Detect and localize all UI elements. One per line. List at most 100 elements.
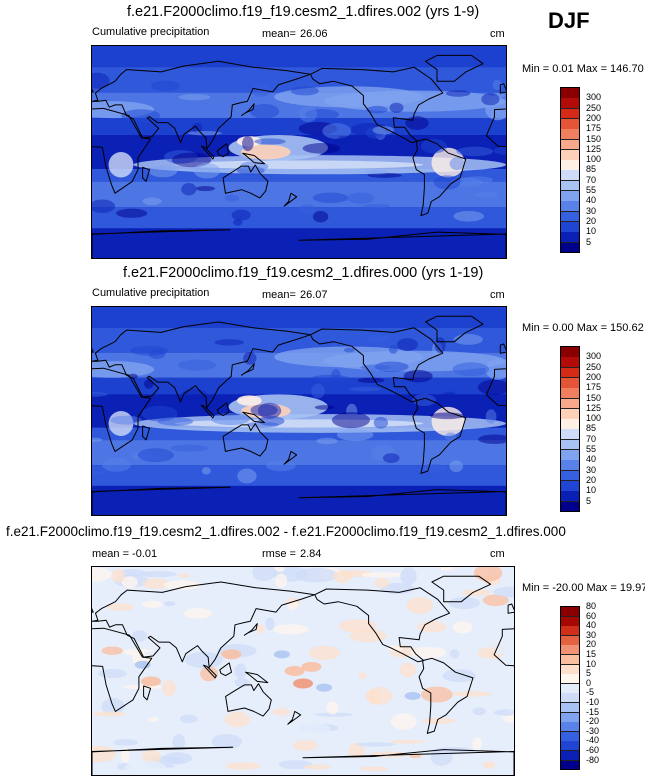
coastline bbox=[298, 231, 506, 258]
colorbar-tick-label: 40 bbox=[586, 620, 597, 631]
diff-anomaly-cell bbox=[179, 714, 198, 724]
coastline bbox=[92, 60, 311, 149]
precip-cell bbox=[346, 192, 375, 204]
precip-cell bbox=[492, 79, 502, 91]
panel2-map bbox=[91, 306, 507, 516]
precip-storm-track bbox=[323, 90, 506, 112]
diff-anomaly-cell bbox=[472, 707, 486, 716]
diff-anomaly-cell bbox=[162, 679, 176, 697]
colorbar-tick-label: 250 bbox=[586, 102, 602, 113]
colorbar-swatch bbox=[560, 128, 580, 139]
precip-cell bbox=[130, 345, 169, 356]
precip-cell bbox=[178, 359, 217, 371]
precip-cell bbox=[233, 219, 243, 226]
diff-anomaly-cell bbox=[338, 619, 377, 633]
precip-cell bbox=[214, 339, 245, 346]
precip-cell bbox=[444, 432, 457, 441]
coastline bbox=[92, 627, 153, 712]
diff-anomaly-cell bbox=[292, 740, 318, 752]
coastline bbox=[142, 166, 150, 182]
precip-cell bbox=[92, 391, 108, 397]
panel3-minmax: Min = -20.00 Max = 19.97 bbox=[522, 582, 645, 594]
panel1-units: cm bbox=[490, 28, 505, 40]
diff-anomaly-cell bbox=[148, 717, 159, 722]
coastline bbox=[485, 368, 506, 407]
coastline bbox=[241, 103, 255, 116]
colorbar-swatch bbox=[560, 654, 580, 665]
panel1-variable-label: Cumulative precipitation bbox=[92, 26, 210, 38]
coastline bbox=[499, 343, 506, 354]
coastline bbox=[92, 486, 231, 515]
colorbar-tick-label: 20 bbox=[586, 215, 597, 226]
panel3-mean-label: mean = -0.01 bbox=[92, 548, 158, 560]
coastline bbox=[143, 685, 152, 701]
diff-anomaly-cell bbox=[400, 567, 417, 586]
diff-anomaly-cell bbox=[358, 672, 367, 680]
diff-anomaly-cell bbox=[449, 649, 460, 659]
diff-anomaly-cell bbox=[417, 621, 447, 633]
coastline bbox=[283, 192, 298, 207]
coastline bbox=[425, 54, 484, 82]
diff-anomaly-cell bbox=[184, 651, 223, 669]
colorbar-swatch bbox=[560, 730, 580, 741]
diff-anomaly-peak bbox=[293, 678, 313, 689]
coastline bbox=[225, 683, 272, 717]
colorbar-swatch bbox=[560, 692, 580, 703]
colorbar-swatch bbox=[560, 673, 580, 684]
coastline bbox=[92, 367, 152, 452]
precip-cell bbox=[195, 185, 216, 192]
diff-anomaly-trough bbox=[134, 660, 151, 669]
precip-cell bbox=[412, 394, 437, 407]
diff-anomaly-cell bbox=[118, 569, 146, 577]
coastline bbox=[142, 425, 150, 441]
colorbar-tick-label: 55 bbox=[586, 185, 597, 195]
diff-anomaly-cell bbox=[92, 746, 117, 763]
colorbar-tick-label: -15 bbox=[586, 706, 600, 717]
precip-cell bbox=[456, 146, 494, 157]
colorbar-tick-label: 10 bbox=[586, 658, 597, 669]
coastline bbox=[418, 657, 474, 734]
colorbar-tick-label: 10 bbox=[586, 226, 597, 237]
colorbar-swatch bbox=[560, 366, 580, 378]
colorbar-swatch bbox=[560, 702, 580, 713]
diff-anomaly-cell bbox=[493, 709, 514, 716]
coastline bbox=[243, 623, 258, 636]
precip-cell bbox=[243, 351, 257, 365]
coastline bbox=[493, 628, 514, 667]
colorbar-swatch bbox=[560, 376, 580, 388]
precip-cell bbox=[157, 417, 194, 426]
diff-anomaly-cell bbox=[245, 695, 263, 713]
precip-band bbox=[92, 207, 506, 229]
colorbar-tick-label: 0 bbox=[586, 677, 592, 688]
diff-anomaly-cell bbox=[163, 580, 201, 590]
coastline bbox=[92, 229, 231, 258]
colorbar-swatch bbox=[560, 241, 580, 253]
diff-anomaly-cell bbox=[107, 603, 134, 611]
diff-anomaly-cell bbox=[141, 600, 163, 608]
precip-cell bbox=[144, 379, 154, 389]
diff-anomaly-cell bbox=[493, 586, 514, 598]
precip-cell bbox=[312, 192, 349, 204]
precip-cell bbox=[116, 208, 148, 218]
precip-cell bbox=[366, 105, 388, 114]
precip-band bbox=[92, 465, 506, 486]
diff-anomaly-cell bbox=[224, 711, 250, 728]
colorbar-tick-label: 40 bbox=[586, 454, 597, 465]
diff-anomaly-peak bbox=[284, 666, 305, 676]
colorbar-swatch bbox=[560, 490, 580, 501]
colorbar-swatch bbox=[560, 500, 580, 512]
colorbar-tick-label: 30 bbox=[586, 464, 597, 475]
coastline bbox=[216, 143, 230, 158]
diff-anomaly-cell bbox=[163, 752, 193, 764]
colorbar-swatch bbox=[560, 190, 580, 201]
colorbar-tick-label: 40 bbox=[586, 195, 597, 206]
coastline bbox=[310, 327, 444, 403]
precip-cell bbox=[453, 334, 483, 345]
diff-anomaly-cell bbox=[113, 739, 139, 746]
panel2-title: f.e21.F2000climo.f19_f19.cesm2_1.dfires.… bbox=[123, 265, 484, 281]
diff-anomaly-cell bbox=[448, 597, 481, 610]
colorbar-tick-label: 5 bbox=[586, 495, 592, 506]
colorbar-tick-label: 55 bbox=[586, 444, 597, 454]
panel2-mean-label: mean= bbox=[262, 289, 296, 301]
precip-cell bbox=[453, 210, 485, 222]
